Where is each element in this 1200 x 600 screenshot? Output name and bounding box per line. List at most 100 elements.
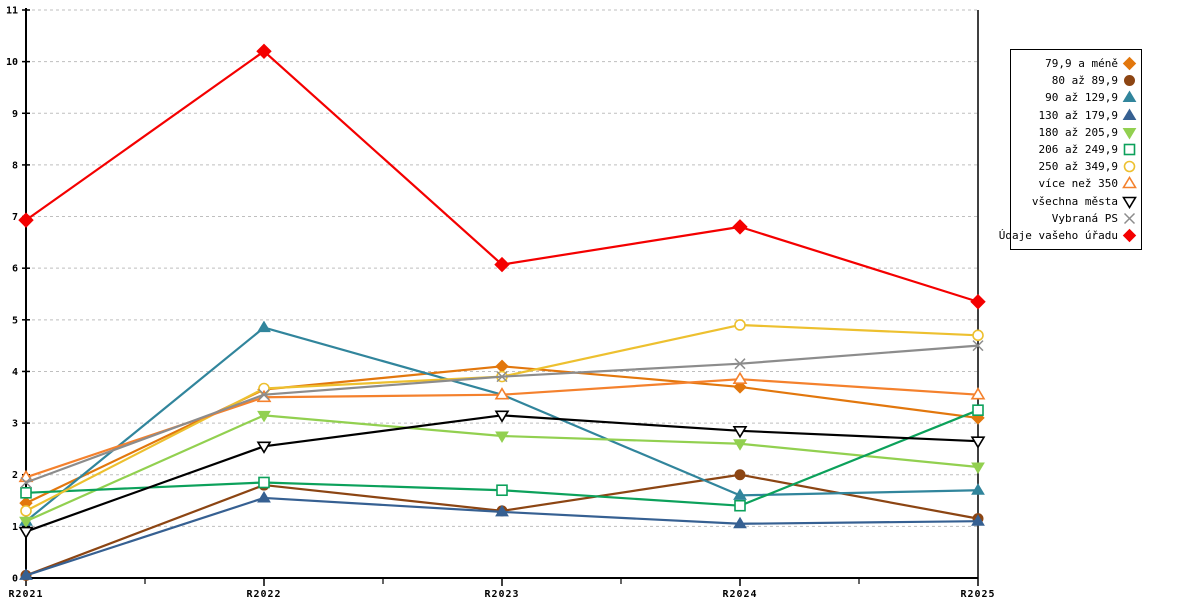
series-9 xyxy=(20,340,984,489)
marker-triangle-up xyxy=(19,568,33,580)
marker-x xyxy=(734,358,746,370)
series-4 xyxy=(19,410,985,529)
series-5 xyxy=(20,404,984,512)
legend-item-label: více než 350 xyxy=(1038,177,1118,191)
marker-x xyxy=(972,340,984,352)
legend-item-label: Údaje vašeho úřadu xyxy=(998,228,1118,242)
marker-triangle-up xyxy=(971,514,985,526)
x-axis-label: R2025 xyxy=(960,589,995,600)
marker-x-stroke xyxy=(258,389,270,401)
marker-triangle-down xyxy=(495,431,509,443)
y-axis-label: 11 xyxy=(6,6,18,17)
marker-circle xyxy=(20,505,32,517)
marker-diamond xyxy=(1122,56,1137,71)
x-axis-label: R2022 xyxy=(246,589,281,600)
marker-diamond xyxy=(495,359,509,373)
legend-marker-icon xyxy=(1122,196,1137,209)
legend-marker-icon xyxy=(1122,176,1137,189)
marker-triangle-down xyxy=(732,426,748,439)
legend-item-label: 90 až 129,9 xyxy=(1045,91,1118,105)
marker-triangle-down xyxy=(733,439,747,451)
marker-triangle-down xyxy=(494,410,510,423)
marker-square xyxy=(496,484,508,497)
y-axis-label: 9 xyxy=(12,109,18,120)
legend-item-0: 79,9 a méně xyxy=(1013,55,1137,72)
legend-item-1: 80 až 89,9 xyxy=(1013,72,1137,89)
marker-circle xyxy=(734,319,746,331)
marker-x xyxy=(1123,212,1136,224)
marker-diamond xyxy=(256,43,272,60)
marker-x-stroke xyxy=(1123,212,1136,224)
marker-triangle-up xyxy=(494,387,510,400)
marker-triangle-up xyxy=(733,488,747,500)
legend-item-label: 250 až 349,9 xyxy=(1038,160,1118,174)
marker-x xyxy=(258,389,270,401)
marker-diamond xyxy=(732,219,748,235)
marker-x-stroke xyxy=(972,340,984,352)
marker-triangle-up xyxy=(733,516,747,529)
legend-item-7: více než 350 xyxy=(1013,175,1137,192)
legend-item-8: všechna města xyxy=(1013,193,1137,210)
legend-marker-icon xyxy=(1122,228,1137,243)
marker-triangle-down xyxy=(1122,196,1137,209)
y-axis-label: 4 xyxy=(12,367,18,378)
legend-item-label: Vybraná PS xyxy=(1051,211,1118,225)
marker-x-stroke xyxy=(734,358,746,370)
y-axis-label: 5 xyxy=(12,315,18,326)
marker-diamond xyxy=(494,256,510,273)
legend-item-label: 130 až 179,9 xyxy=(1038,108,1118,122)
legend-item-label: 80 až 89,9 xyxy=(1051,74,1118,88)
marker-triangle-up xyxy=(970,387,986,400)
legend-marker-icon xyxy=(1123,212,1136,224)
marker-square xyxy=(972,404,984,416)
marker-triangle-down xyxy=(256,441,272,454)
y-axis-label: 8 xyxy=(12,160,18,171)
marker-circle xyxy=(972,329,984,342)
legend-marker-icon xyxy=(1123,160,1136,173)
y-axis-label: 3 xyxy=(12,419,18,430)
legend-item-4: 180 až 205,9 xyxy=(1013,124,1137,141)
legend-item-9: Vybraná PS xyxy=(1013,210,1137,227)
marker-triangle-down xyxy=(1122,127,1137,140)
marker-triangle-up xyxy=(495,504,509,517)
series-10 xyxy=(18,43,986,310)
marker-square xyxy=(734,499,746,512)
legend-item-label: 79,9 a méně xyxy=(1045,57,1118,71)
marker-circle xyxy=(1124,75,1135,87)
marker-diamond xyxy=(970,294,986,310)
marker-x xyxy=(496,371,508,383)
marker-diamond xyxy=(1122,228,1137,243)
marker-square xyxy=(20,486,32,499)
marker-triangle-down xyxy=(971,462,985,474)
marker-triangle-down xyxy=(19,516,33,529)
legend-item-5: 206 až 249,9 xyxy=(1013,141,1137,158)
x-axis-label: R2021 xyxy=(8,589,43,600)
marker-triangle-up xyxy=(732,371,748,385)
x-axis-label: R2023 xyxy=(484,589,519,600)
legend-item-10: Údaje vašeho úřadu xyxy=(999,227,1137,244)
marker-triangle-up xyxy=(1122,90,1137,103)
legend-marker-icon xyxy=(1122,90,1137,103)
marker-x-stroke xyxy=(20,476,32,489)
legend: 79,9 a méně 80 až 89,9 90 až 129,9 130 až 1… xyxy=(999,49,1142,251)
marker-diamond xyxy=(18,212,34,228)
marker-triangle-down xyxy=(18,526,34,540)
legend-marker-icon xyxy=(1124,75,1135,87)
marker-triangle-up xyxy=(257,320,271,333)
marker-circle xyxy=(734,469,746,481)
series-8 xyxy=(18,410,986,540)
marker-x-stroke xyxy=(496,371,508,383)
y-axis-label: 6 xyxy=(12,264,18,275)
legend-marker-icon xyxy=(1122,127,1137,140)
marker-triangle-up xyxy=(1122,176,1137,189)
legend-item-6: 250 až 349,9 xyxy=(1013,158,1137,175)
x-axis-label: R2024 xyxy=(722,589,757,600)
y-axis-label: 0 xyxy=(12,574,18,585)
y-axis-label: 7 xyxy=(12,212,18,223)
legend-item-label: 180 až 205,9 xyxy=(1038,125,1118,139)
legend-marker-icon xyxy=(1122,56,1137,71)
series-3 xyxy=(19,490,985,580)
marker-triangle-down xyxy=(257,410,271,423)
